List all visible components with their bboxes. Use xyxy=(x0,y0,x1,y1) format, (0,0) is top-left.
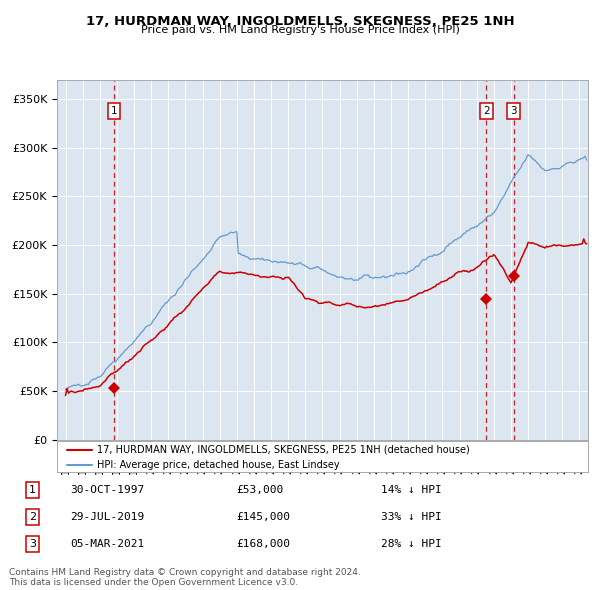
Text: 17, HURDMAN WAY, INGOLDMELLS, SKEGNESS, PE25 1NH: 17, HURDMAN WAY, INGOLDMELLS, SKEGNESS, … xyxy=(86,15,514,28)
Text: 30-OCT-1997: 30-OCT-1997 xyxy=(70,485,145,495)
Text: Contains HM Land Registry data © Crown copyright and database right 2024.
This d: Contains HM Land Registry data © Crown c… xyxy=(9,568,361,587)
Text: Price paid vs. HM Land Registry's House Price Index (HPI): Price paid vs. HM Land Registry's House … xyxy=(140,25,460,35)
Text: £145,000: £145,000 xyxy=(236,512,290,522)
Text: 05-MAR-2021: 05-MAR-2021 xyxy=(70,539,145,549)
Text: 29-JUL-2019: 29-JUL-2019 xyxy=(70,512,145,522)
Text: 1: 1 xyxy=(29,485,36,495)
Text: 2: 2 xyxy=(29,512,36,522)
Text: 33% ↓ HPI: 33% ↓ HPI xyxy=(382,512,442,522)
Text: 3: 3 xyxy=(511,106,517,116)
Text: 28% ↓ HPI: 28% ↓ HPI xyxy=(382,539,442,549)
Text: HPI: Average price, detached house, East Lindsey: HPI: Average price, detached house, East… xyxy=(97,460,340,470)
Text: 2: 2 xyxy=(483,106,490,116)
Text: £168,000: £168,000 xyxy=(236,539,290,549)
Text: 17, HURDMAN WAY, INGOLDMELLS, SKEGNESS, PE25 1NH (detached house): 17, HURDMAN WAY, INGOLDMELLS, SKEGNESS, … xyxy=(97,445,470,455)
Text: £53,000: £53,000 xyxy=(236,485,283,495)
Text: 3: 3 xyxy=(29,539,36,549)
Text: 1: 1 xyxy=(111,106,118,116)
Text: 14% ↓ HPI: 14% ↓ HPI xyxy=(382,485,442,495)
